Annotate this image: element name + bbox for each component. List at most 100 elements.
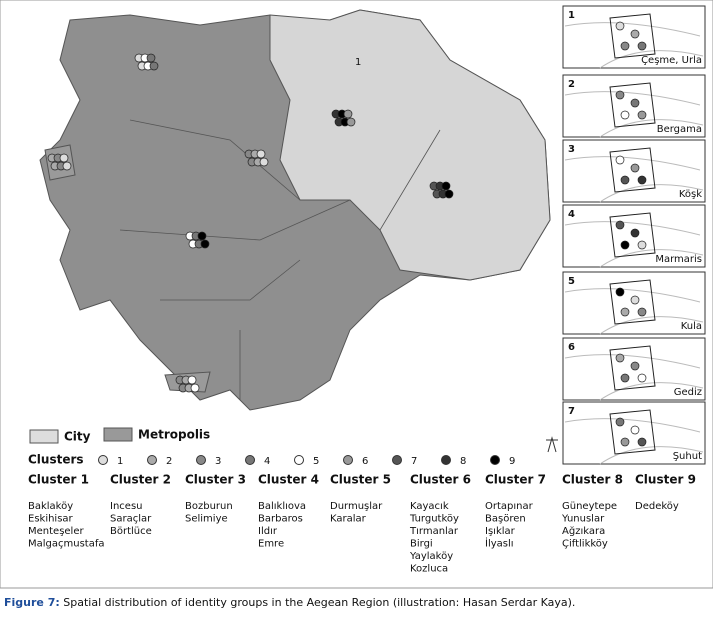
inset-dot: [637, 437, 647, 447]
inset-place: Çeşme, Urla: [641, 55, 702, 66]
village: Börtlüce: [110, 526, 152, 537]
cluster-name: Cluster 9: [635, 473, 696, 487]
village: Barbaros: [258, 514, 303, 525]
map-dot: [200, 239, 210, 249]
key-dot: [392, 455, 402, 465]
key-number: 2: [166, 456, 172, 467]
map-dot: [346, 117, 356, 127]
inset-roads: [564, 288, 704, 335]
inset-number: 1: [568, 10, 575, 21]
inset-dot: [637, 307, 647, 317]
key-dot: [343, 455, 353, 465]
inset-place: Gediz: [674, 387, 702, 398]
key-dot: [294, 455, 304, 465]
inset-outline: [609, 279, 656, 325]
village: Yunuslar: [561, 514, 605, 525]
map-dot: [444, 189, 454, 199]
village: İlyaslı: [485, 537, 514, 550]
inset-dot: [637, 41, 647, 51]
inset-outline: [609, 409, 656, 455]
map-dot: [62, 161, 72, 171]
inset-roads: [564, 91, 704, 138]
village: Balıklıova: [258, 501, 306, 512]
inset-dot: [620, 110, 630, 120]
inset-number: 5: [568, 276, 575, 287]
village: Emre: [258, 539, 284, 550]
key-number: 9: [509, 456, 515, 467]
map-label: 1: [355, 57, 361, 68]
key-number: 5: [313, 456, 319, 467]
village: Selimiye: [185, 514, 228, 525]
inset-place: Şuhut: [673, 451, 702, 462]
clusters-label: Clusters: [28, 453, 84, 467]
map-dot: [187, 375, 197, 385]
metropolis-swatch: [103, 427, 133, 442]
key-number: 8: [460, 456, 466, 467]
inset-dot: [620, 437, 630, 447]
cluster-name: Cluster 7: [485, 473, 546, 487]
cluster-name: Cluster 5: [330, 473, 391, 487]
inset-number: 7: [568, 406, 575, 417]
map-dot: [59, 153, 69, 163]
inset-dot: [615, 417, 625, 427]
village: Ildır: [258, 526, 278, 537]
inset-dot: [630, 29, 640, 39]
inset-outline: [609, 147, 656, 193]
village: Çiftlikköy: [562, 539, 608, 550]
inset-outline: [609, 345, 656, 391]
inset-outline: [609, 212, 656, 258]
village: Ortapınar: [485, 501, 534, 512]
inset-roads: [564, 354, 704, 401]
cluster-name: Cluster 2: [110, 473, 171, 487]
village: Incesu: [110, 501, 143, 512]
map-dot: [146, 53, 156, 63]
inset-number: 2: [568, 79, 575, 90]
village: Tırmanlar: [409, 526, 459, 537]
village: Kozluca: [410, 564, 448, 575]
village: Eskihisar: [28, 514, 74, 525]
village: Bozburun: [185, 501, 233, 512]
village: Kayacık: [410, 501, 449, 512]
inset-dot: [620, 41, 630, 51]
key-number: 1: [117, 456, 123, 467]
village: Durmuşlar: [330, 501, 383, 512]
key-dot: [441, 455, 451, 465]
inset-dot: [630, 425, 640, 435]
inset-outline: [609, 13, 656, 59]
cluster-name: Cluster 1: [28, 473, 89, 487]
village: Birgi: [410, 539, 433, 550]
key-number: 3: [215, 456, 221, 467]
map-dot: [343, 109, 353, 119]
inset-dot: [637, 240, 647, 250]
cluster-name: Cluster 4: [258, 473, 319, 487]
inset-dot: [630, 361, 640, 371]
inset-dot: [615, 21, 625, 31]
cluster-name: Cluster 8: [562, 473, 623, 487]
inset-outline: [609, 82, 656, 128]
inset-dot: [630, 295, 640, 305]
inset-dot: [615, 220, 625, 230]
map-dot: [259, 157, 269, 167]
city-swatch: [29, 429, 59, 444]
caption-label: Figure 7:: [4, 596, 60, 609]
village: Ağzıkara: [562, 525, 605, 537]
map-groups: [47, 53, 454, 393]
inset-roads: [564, 156, 704, 203]
map-dot: [441, 181, 451, 191]
village: Saraçlar: [110, 514, 152, 525]
village: Malgaçmustafa: [28, 539, 105, 550]
inset-number: 6: [568, 342, 575, 353]
key-number: 4: [264, 456, 270, 467]
key-dot: [196, 455, 206, 465]
inset-dot: [620, 175, 630, 185]
inset-dot: [637, 373, 647, 383]
map-dot: [256, 149, 266, 159]
cluster-name: Cluster 3: [185, 473, 246, 487]
inset-dot: [620, 373, 630, 383]
legend-city: City: [64, 430, 91, 444]
village: Baklaköy: [28, 501, 73, 512]
inset-dot: [615, 90, 625, 100]
village: Güneytepe: [562, 501, 617, 512]
inset-dot: [630, 228, 640, 238]
